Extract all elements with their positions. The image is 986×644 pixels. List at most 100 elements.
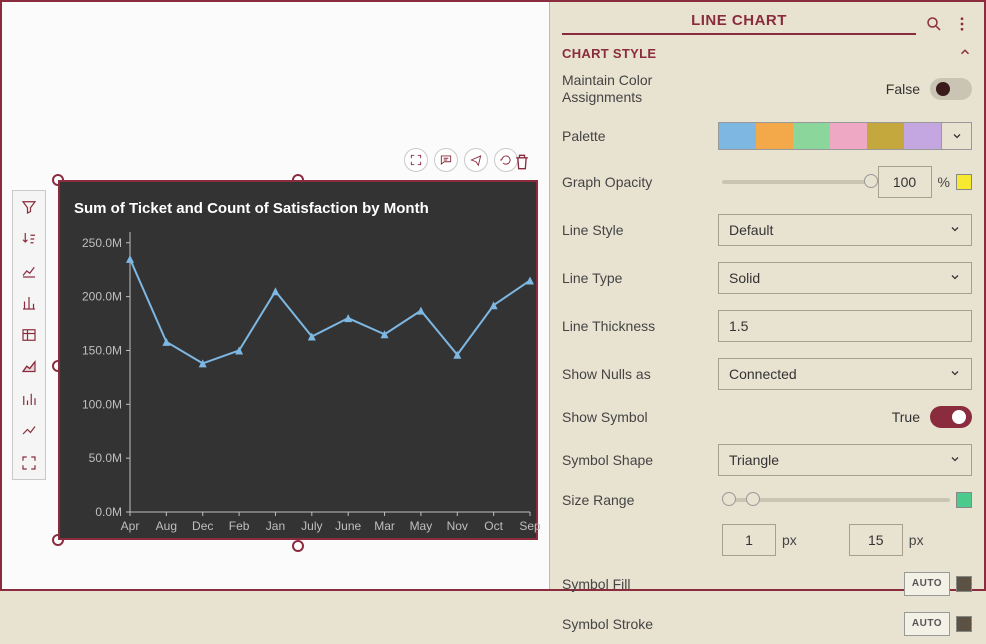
row-symbol-stroke: Symbol Stroke AUTO: [550, 604, 984, 644]
dropdown-line-type[interactable]: Solid: [718, 262, 972, 294]
label-opacity: Graph Opacity: [562, 174, 712, 190]
toggle-value-show-symbol: True: [892, 409, 920, 425]
dropdown-symbol-shape-value: Triangle: [729, 452, 779, 468]
row-symbol-shape: Symbol Shape Triangle: [550, 436, 984, 484]
svg-text:Apr: Apr: [121, 519, 140, 533]
dropdown-symbol-shape[interactable]: Triangle: [718, 444, 972, 476]
svg-text:Sep: Sep: [519, 519, 540, 533]
line-chart-icon[interactable]: [17, 259, 41, 283]
column-chart-icon[interactable]: [17, 387, 41, 411]
canvas-area: Sum of Ticket and Count of Satisfaction …: [2, 2, 550, 589]
opacity-input[interactable]: [878, 166, 932, 198]
symbol-fill-auto-button[interactable]: AUTO: [904, 572, 950, 596]
svg-text:May: May: [410, 519, 433, 533]
label-size-range: Size Range: [562, 492, 712, 508]
svg-text:July: July: [301, 519, 322, 533]
share-icon[interactable]: [464, 148, 488, 172]
chart-title: Sum of Ticket and Count of Satisfaction …: [74, 200, 429, 217]
table-icon[interactable]: [17, 323, 41, 347]
palette-swatch[interactable]: [830, 123, 867, 149]
opacity-unit: %: [938, 174, 950, 190]
toggle-show-symbol[interactable]: [930, 406, 972, 428]
svg-text:Aug: Aug: [156, 519, 177, 533]
dropdown-show-nulls[interactable]: Connected: [718, 358, 972, 390]
comment-icon[interactable]: [434, 148, 458, 172]
palette-swatch[interactable]: [904, 123, 941, 149]
symbol-stroke-auto-button[interactable]: AUTO: [904, 612, 950, 636]
palette-swatch[interactable]: [793, 123, 830, 149]
filter-icon[interactable]: [17, 195, 41, 219]
fullscreen-icon[interactable]: [404, 148, 428, 172]
svg-text:Mar: Mar: [374, 519, 395, 533]
svg-text:150.0M: 150.0M: [82, 343, 122, 357]
size-range-min-input[interactable]: [722, 524, 776, 556]
size-range-max-unit: px: [909, 532, 924, 548]
panel-title: LINE CHART: [562, 12, 916, 35]
row-size-range-values: px px: [550, 516, 984, 564]
palette-swatch[interactable]: [719, 123, 756, 149]
dropdown-show-nulls-value: Connected: [729, 366, 797, 382]
search-icon[interactable]: [924, 14, 944, 34]
palette-swatch[interactable]: [756, 123, 793, 149]
section-title: CHART STYLE: [562, 46, 656, 61]
expand-icon[interactable]: [17, 451, 41, 475]
svg-text:50.0M: 50.0M: [89, 451, 122, 465]
label-symbol-shape: Symbol Shape: [562, 452, 708, 468]
row-show-nulls: Show Nulls as Connected: [550, 350, 984, 398]
label-palette: Palette: [562, 128, 708, 144]
more-icon[interactable]: [952, 14, 972, 34]
line-chart-widget[interactable]: Sum of Ticket and Count of Satisfaction …: [58, 180, 538, 540]
palette-dropdown-icon[interactable]: [941, 123, 971, 149]
row-line-thickness: Line Thickness: [550, 302, 984, 350]
svg-text:0.0M: 0.0M: [95, 505, 122, 519]
size-range-color-swatch[interactable]: [956, 492, 972, 508]
dropdown-line-style-value: Default: [729, 222, 773, 238]
row-show-symbol: Show Symbol True: [550, 398, 984, 436]
chart-toolstrip: [12, 190, 46, 480]
label-maintain-color: Maintain Color Assignments: [562, 72, 712, 106]
label-show-nulls: Show Nulls as: [562, 366, 708, 382]
label-symbol-stroke: Symbol Stroke: [562, 616, 712, 632]
svg-text:Feb: Feb: [229, 519, 250, 533]
label-line-style: Line Style: [562, 222, 708, 238]
svg-text:Nov: Nov: [447, 519, 468, 533]
svg-text:Dec: Dec: [192, 519, 213, 533]
section-header-chart-style[interactable]: CHART STYLE: [550, 41, 984, 64]
chart-floating-actions: [404, 148, 518, 172]
palette-picker[interactable]: [718, 122, 972, 150]
properties-header: LINE CHART: [550, 2, 984, 41]
properties-panel: LINE CHART CHART STYLE Maintain Color As…: [550, 2, 984, 589]
row-line-style: Line Style Default: [550, 206, 984, 254]
sort-icon[interactable]: [17, 227, 41, 251]
row-opacity: Graph Opacity %: [550, 158, 984, 206]
row-size-range: Size Range: [550, 484, 984, 516]
symbol-fill-swatch[interactable]: [956, 576, 972, 592]
svg-text:200.0M: 200.0M: [82, 290, 122, 304]
label-show-symbol: Show Symbol: [562, 409, 712, 425]
label-line-type: Line Type: [562, 270, 708, 286]
size-range-max-input[interactable]: [849, 524, 903, 556]
size-range-min-unit: px: [782, 532, 797, 548]
palette-swatch[interactable]: [867, 123, 904, 149]
toggle-value-maintain: False: [886, 81, 920, 97]
bar-chart-icon[interactable]: [17, 291, 41, 315]
opacity-slider[interactable]: [722, 180, 872, 184]
collapse-icon[interactable]: [958, 45, 972, 62]
input-line-thickness[interactable]: [718, 310, 972, 342]
dropdown-line-style[interactable]: Default: [718, 214, 972, 246]
size-range-slider[interactable]: [722, 498, 950, 502]
svg-text:100.0M: 100.0M: [82, 397, 122, 411]
area-chart-icon[interactable]: [17, 355, 41, 379]
label-line-thickness: Line Thickness: [562, 318, 708, 334]
toggle-maintain-color[interactable]: [930, 78, 972, 100]
trend-icon[interactable]: [17, 419, 41, 443]
chevron-down-icon: [949, 222, 961, 238]
chevron-down-icon: [949, 452, 961, 468]
chevron-down-icon: [949, 270, 961, 286]
symbol-stroke-swatch[interactable]: [956, 616, 972, 632]
delete-icon[interactable]: [512, 152, 534, 174]
opacity-color-swatch[interactable]: [956, 174, 972, 190]
chevron-down-icon: [949, 366, 961, 382]
row-maintain-color: Maintain Color Assignments False: [550, 64, 984, 114]
row-line-type: Line Type Solid: [550, 254, 984, 302]
